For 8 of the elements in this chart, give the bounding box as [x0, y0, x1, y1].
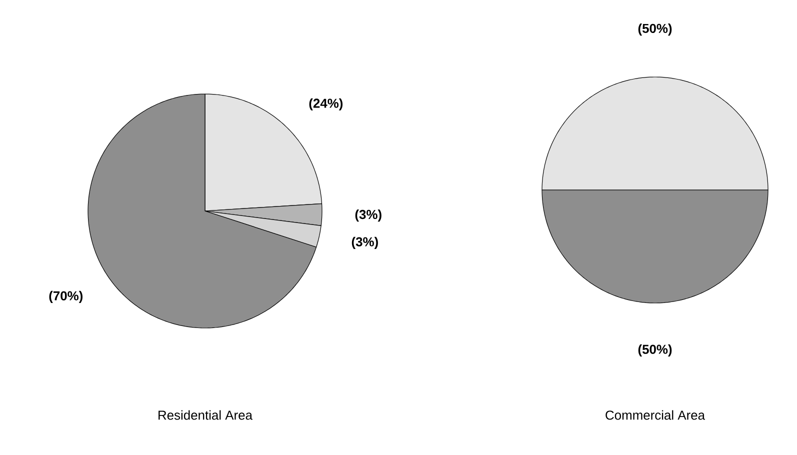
text: Residential Area	[158, 410, 252, 420]
data-label: (3%)	[355, 210, 382, 222]
data-label: (24%)	[309, 98, 343, 110]
data-label: (3%)	[352, 236, 378, 249]
data-label: (70%)	[49, 290, 83, 303]
data-label: (50%)	[638, 23, 672, 36]
data-label: (50%)	[638, 344, 672, 356]
text: Commercial Area	[606, 410, 706, 420]
